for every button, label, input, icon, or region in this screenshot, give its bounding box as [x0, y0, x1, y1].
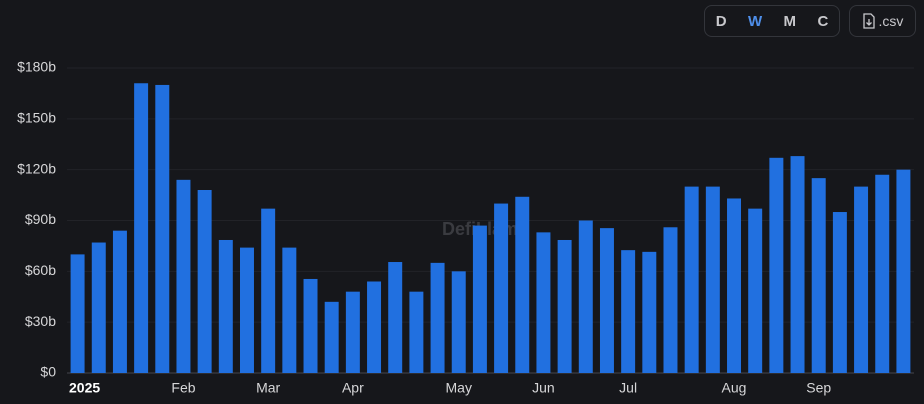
y-tick-label: $60b	[25, 262, 56, 278]
bar	[91, 242, 106, 373]
y-tick-label: $90b	[25, 211, 56, 227]
x-tick-label: Apr	[342, 380, 364, 396]
bar	[112, 230, 127, 373]
bar	[409, 291, 424, 373]
x-tick-label: Jun	[532, 380, 555, 396]
bar	[705, 186, 720, 373]
bar	[557, 239, 572, 373]
bar	[642, 251, 657, 373]
bar	[324, 301, 339, 373]
bar	[663, 227, 678, 373]
bar	[599, 228, 614, 373]
bar	[875, 174, 890, 373]
bar	[621, 250, 636, 373]
bar	[515, 196, 530, 373]
bar	[388, 262, 403, 373]
interval-button[interactable]: D	[715, 12, 727, 30]
x-tick-label: Aug	[722, 380, 747, 396]
bar	[494, 203, 509, 373]
bar	[239, 247, 254, 373]
bar	[197, 190, 212, 373]
bar	[70, 254, 85, 373]
y-tick-label: $30b	[25, 313, 56, 329]
x-tick-label: Mar	[256, 380, 280, 396]
bar	[345, 291, 360, 373]
bar	[854, 186, 869, 373]
download-button[interactable]: .csv	[849, 5, 916, 37]
bar	[155, 84, 170, 373]
x-tick-label: Sep	[806, 380, 831, 396]
interval-button[interactable]: M	[783, 12, 797, 30]
bar	[451, 271, 466, 373]
file-icon	[862, 13, 875, 29]
bar	[769, 157, 784, 373]
download-label[interactable]: .csv	[878, 13, 904, 29]
bar	[218, 239, 233, 373]
bar	[282, 247, 297, 373]
bar	[176, 179, 191, 373]
bar	[748, 208, 763, 373]
bar	[578, 220, 593, 373]
bar	[896, 169, 911, 373]
y-tick-label: $0	[40, 364, 56, 380]
bar	[261, 208, 276, 373]
y-tick-label: $150b	[17, 110, 56, 126]
bar	[134, 83, 149, 373]
bar	[811, 178, 826, 373]
bar	[790, 156, 805, 373]
x-tick-label: May	[446, 380, 472, 396]
y-tick-label: $120b	[17, 160, 56, 176]
x-tick-label: 2025	[69, 380, 100, 396]
interval-button[interactable]: C	[817, 12, 829, 30]
x-tick-label: Jul	[619, 380, 637, 396]
interval-button[interactable]: W	[747, 12, 763, 30]
bar	[684, 186, 699, 373]
bar	[536, 232, 551, 373]
bar	[430, 262, 445, 373]
bar	[727, 198, 742, 373]
bar	[367, 281, 382, 373]
bar	[472, 225, 487, 373]
x-tick-label: Feb	[171, 380, 195, 396]
y-tick-label: $180b	[17, 59, 56, 75]
bar	[832, 212, 847, 373]
bar	[303, 278, 318, 373]
